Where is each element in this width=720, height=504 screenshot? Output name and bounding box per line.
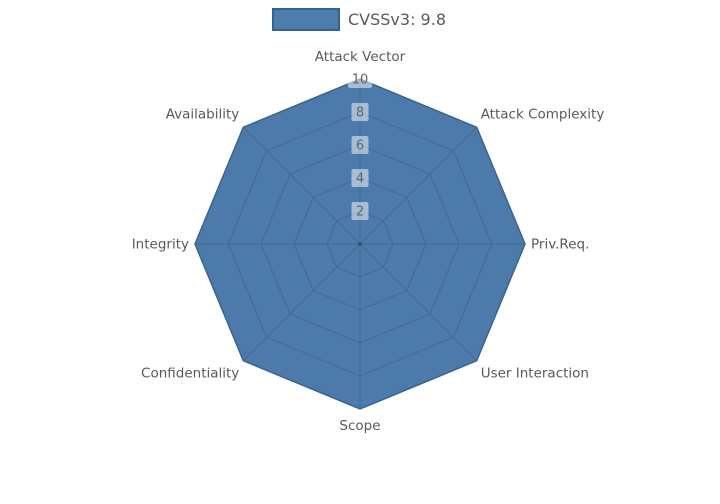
tick-label: 4: [356, 172, 364, 187]
axis-label: Attack Complexity: [481, 106, 605, 122]
axis-label: Priv.Req.: [531, 237, 589, 253]
tick-bbox: [351, 169, 369, 187]
spoke: [242, 243, 361, 362]
center-dot: [358, 242, 362, 246]
axis-label: User Interaction: [481, 366, 589, 382]
tick-bbox: [351, 136, 369, 154]
tick-bbox: [351, 202, 369, 220]
spoke: [242, 126, 361, 245]
tick-label: 8: [356, 106, 364, 121]
legend: CVSSv3: 9.8: [272, 8, 446, 31]
tick-label: 10: [352, 73, 369, 88]
axis-label: Scope: [339, 418, 380, 434]
tick-label: 6: [356, 139, 364, 154]
tick-bbox: [351, 103, 369, 121]
axis-label: Availability: [166, 106, 240, 122]
spoke: [359, 243, 478, 362]
legend-swatch: [272, 8, 340, 31]
legend-label: CVSSv3: 9.8: [348, 9, 446, 29]
axis-label: Integrity: [132, 237, 189, 253]
tick-bbox: [348, 70, 372, 88]
axis-label: Confidentiality: [141, 366, 239, 382]
spoke: [359, 126, 478, 245]
tick-label: 2: [356, 205, 364, 220]
axis-label: Attack Vector: [315, 49, 406, 65]
